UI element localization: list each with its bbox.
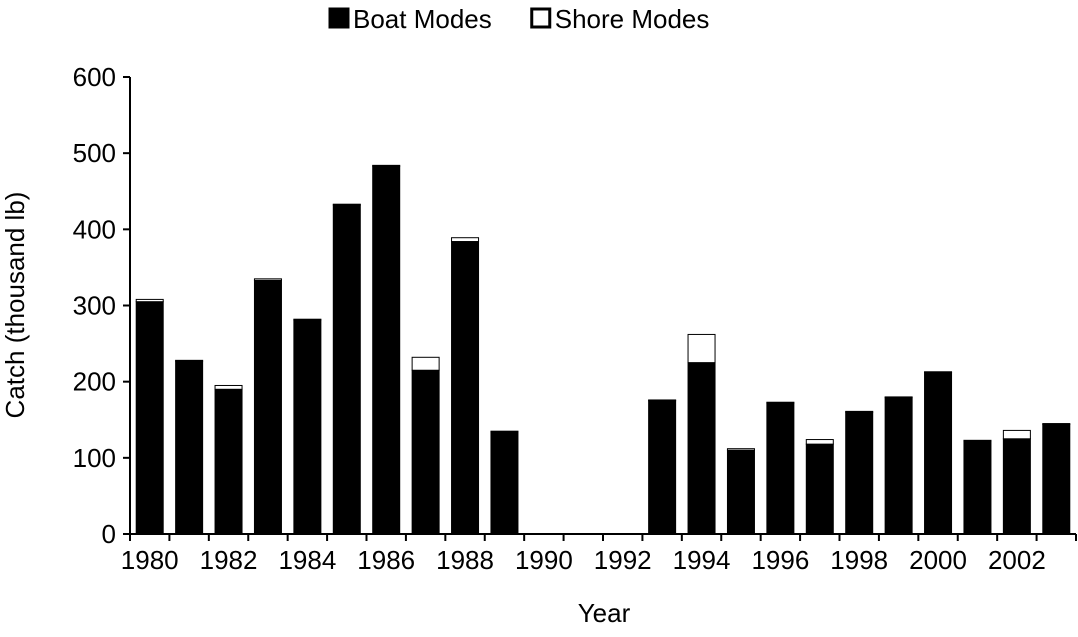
bar-segment	[490, 430, 519, 433]
x-tick-label: 2000	[909, 545, 967, 575]
x-tick-label: 1994	[673, 545, 731, 575]
bar-segment	[253, 278, 282, 281]
bar-segment	[451, 237, 480, 243]
y-tick-label: 600	[73, 62, 116, 92]
y-tick-label: 300	[73, 291, 116, 321]
bar-segment	[214, 384, 243, 390]
legend-label: Shore Modes	[555, 4, 710, 34]
bar-segment	[1002, 429, 1031, 440]
bar-segment	[372, 165, 401, 535]
bar-segment	[687, 362, 716, 535]
bar-segment	[687, 333, 716, 364]
x-tick-label: 1986	[357, 545, 415, 575]
x-tick-label: 1992	[594, 545, 652, 575]
bar-segment	[490, 431, 519, 535]
bar-segment	[451, 241, 480, 535]
x-tick-label: 1996	[751, 545, 809, 575]
bar-segment	[726, 449, 755, 535]
y-tick-label: 200	[73, 367, 116, 397]
bar-segment	[332, 203, 361, 206]
bar-segment	[332, 204, 361, 535]
x-tick-label: 1998	[830, 545, 888, 575]
bar-segment	[135, 301, 164, 535]
bar-segment	[1042, 423, 1071, 535]
y-axis-label: Catch (thousand lb)	[0, 192, 30, 419]
bar-segment	[253, 279, 282, 535]
y-tick-label: 500	[73, 138, 116, 168]
bar-segment	[648, 399, 677, 402]
bar-segment	[805, 439, 834, 445]
bar-segment	[766, 402, 795, 535]
bar-segment	[805, 443, 834, 535]
bar-segment	[1042, 423, 1071, 425]
bar-segment	[845, 410, 874, 413]
bar-segment	[135, 298, 164, 303]
x-tick-label: 1980	[121, 545, 179, 575]
legend-label: Boat Modes	[353, 4, 492, 34]
bar-segment	[845, 411, 874, 535]
bar-segment	[293, 318, 322, 321]
bar-segment	[726, 448, 755, 451]
x-tick-label: 1990	[515, 545, 573, 575]
bar-segment	[293, 319, 322, 535]
bar-segment	[924, 372, 953, 535]
bar-segment	[175, 359, 204, 362]
x-tick-label: 1982	[200, 545, 258, 575]
x-tick-label: 1984	[278, 545, 336, 575]
bar-segment	[963, 440, 992, 535]
x-axis-label: Year	[578, 598, 631, 628]
x-tick-label: 2002	[988, 545, 1046, 575]
bar-segment	[1002, 438, 1031, 535]
bar-segment	[411, 356, 440, 371]
bar-segment	[924, 371, 953, 374]
bar-segment	[214, 388, 243, 535]
legend-swatch	[328, 7, 350, 29]
bar-segment	[884, 396, 913, 399]
y-tick-label: 400	[73, 214, 116, 244]
bar-segment	[963, 439, 992, 442]
y-tick-label: 0	[102, 519, 116, 549]
bar-segment	[411, 369, 440, 535]
bar-segment	[175, 360, 204, 535]
y-tick-label: 100	[73, 443, 116, 473]
bar-segment	[372, 164, 401, 167]
legend-swatch	[530, 7, 552, 29]
bar-segment	[766, 401, 795, 404]
bar-segment	[648, 400, 677, 535]
x-tick-label: 1988	[436, 545, 494, 575]
bar-segment	[884, 397, 913, 535]
